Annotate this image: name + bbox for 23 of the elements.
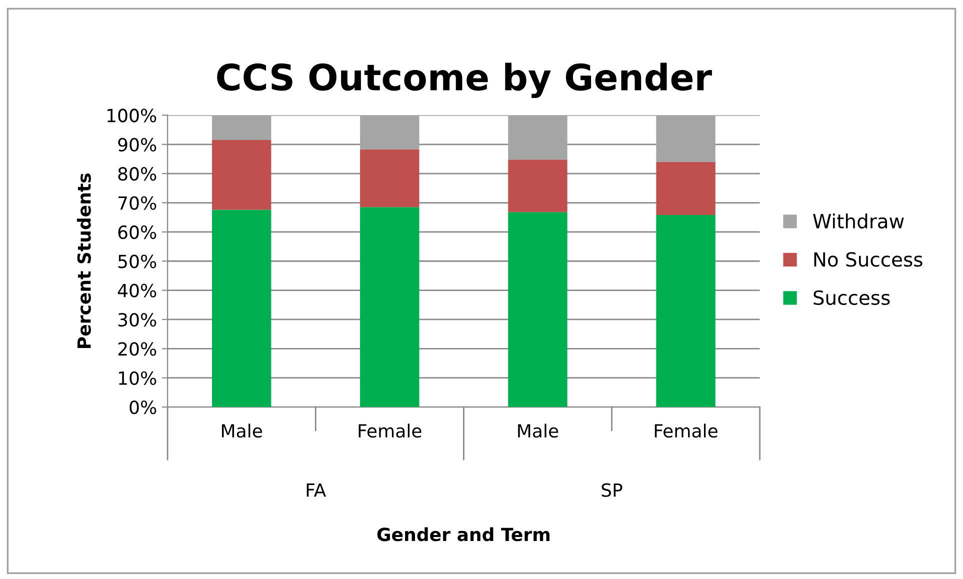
legend-label: Success: [814, 290, 890, 306]
text: SP: [602, 483, 622, 497]
y-tick-label: 30%: [118, 312, 156, 327]
x-tick-label: Male: [222, 424, 262, 438]
y-tick-label: 90%: [118, 138, 156, 152]
legend-label: No Success: [814, 252, 922, 267]
y-tick-label: 100%: [108, 108, 156, 122]
x-tick-label: Female: [654, 424, 718, 438]
y-tick-label: 70%: [118, 196, 156, 210]
y-tick-label: 20%: [118, 342, 156, 356]
y-tick-label: 0%: [130, 400, 156, 414]
x-tick-label: Male: [518, 424, 558, 438]
chart-title: CCS Outcome by Gender: [217, 62, 712, 98]
x-axis-title: Gender and Term: [377, 527, 550, 542]
x-tick-label: Female: [358, 424, 422, 438]
legend-label: Withdraw: [813, 213, 904, 229]
y-tick-label: 60%: [118, 225, 156, 240]
y-tick-label: 80%: [118, 167, 156, 181]
y-tick-label: 40%: [118, 284, 156, 298]
y-tick-label: 10%: [118, 371, 156, 385]
y-tick-label: 50%: [118, 254, 156, 268]
text: FA: [306, 483, 326, 497]
y-axis-title: Percent Students: [76, 173, 91, 348]
